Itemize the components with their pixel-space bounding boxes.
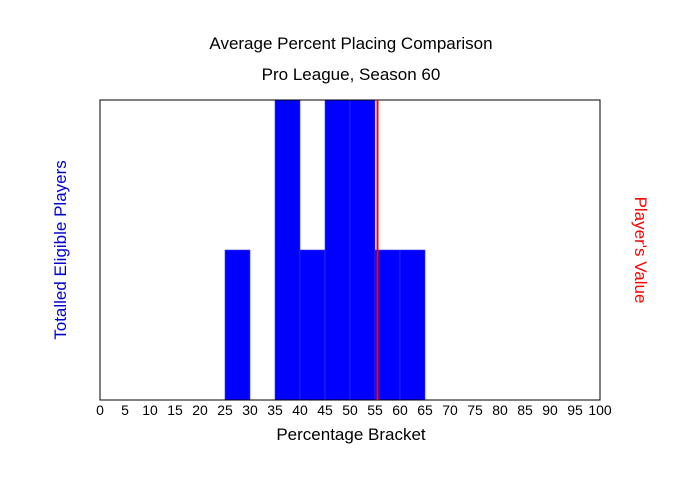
y-axis-label-left: Totalled Eligible Players <box>51 160 70 340</box>
x-tick-20: 20 <box>192 402 208 418</box>
x-tick-60: 60 <box>392 402 408 418</box>
bar-40 <box>299 249 326 401</box>
bar-55 <box>374 249 401 401</box>
x-tick-25: 25 <box>217 402 233 418</box>
x-tick-35: 35 <box>267 402 283 418</box>
x-tick-45: 45 <box>317 402 333 418</box>
x-tick-70: 70 <box>442 402 458 418</box>
x-tick-100: 100 <box>588 402 612 418</box>
bars-group <box>224 99 426 401</box>
x-tick-55: 55 <box>367 402 383 418</box>
x-tick-5: 5 <box>121 402 129 418</box>
x-tick-95: 95 <box>567 402 583 418</box>
x-tick-0: 0 <box>96 402 104 418</box>
bar-45 <box>324 99 351 401</box>
x-tick-10: 10 <box>142 402 158 418</box>
bar-25 <box>224 249 251 401</box>
x-tick-30: 30 <box>242 402 258 418</box>
bar-35 <box>274 99 301 401</box>
x-tick-75: 75 <box>467 402 483 418</box>
bar-50 <box>349 99 376 401</box>
x-tick-labels: 0 5 10 15 20 25 30 35 40 45 50 55 60 65 70 75 80 85 90 95 10… <box>96 402 612 418</box>
bar-60 <box>399 249 426 401</box>
x-tick-15: 15 <box>167 402 183 418</box>
plot-frame <box>99 99 601 401</box>
x-tick-90: 90 <box>542 402 558 418</box>
chart-subtitle: Pro League, Season 60 <box>262 65 441 84</box>
chart-title: Average Percent Placing Comparison <box>209 34 492 53</box>
x-tick-85: 85 <box>517 402 533 418</box>
x-tick-40: 40 <box>292 402 308 418</box>
x-tick-50: 50 <box>342 402 358 418</box>
x-tick-65: 65 <box>417 402 433 418</box>
x-tick-80: 80 <box>492 402 508 418</box>
y-axis-label-right: Player's Value <box>631 197 650 304</box>
x-axis-label: Percentage Bracket <box>276 425 426 444</box>
